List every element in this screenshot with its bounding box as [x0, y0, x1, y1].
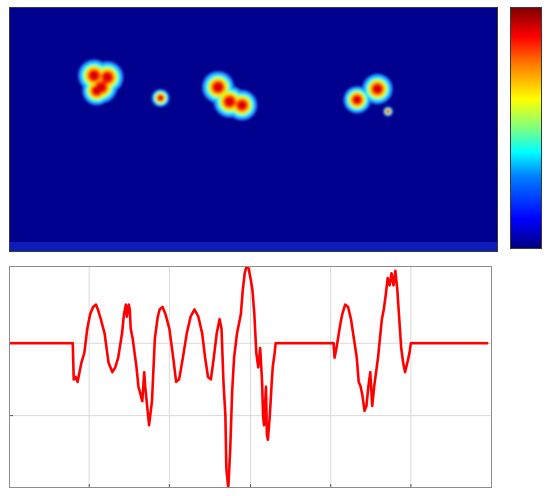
heatmap-spot [93, 87, 100, 94]
heatmap-spot [158, 96, 163, 100]
heatmap-bottom-edge [10, 242, 497, 251]
grid-lines [9, 266, 492, 488]
heatmap-spot [103, 73, 111, 81]
heatmap-spot [238, 101, 246, 109]
signal-plot-frame [9, 266, 492, 488]
heatmap-panel [9, 7, 498, 252]
heatmap-edge-band [10, 242, 497, 251]
colorbar [510, 7, 542, 249]
signal-panel [9, 266, 492, 488]
heatmap-spot [226, 98, 234, 106]
signal-series-line [9, 266, 489, 488]
heatmap-spot [387, 110, 390, 113]
heatmap-spot [374, 85, 381, 93]
heatmap-spot [97, 83, 105, 91]
heatmap-spot [354, 96, 361, 103]
signal-line-chart [9, 266, 492, 488]
heatmap-spot [214, 83, 222, 91]
heatmap-spots [78, 59, 393, 121]
heatmap-plot [10, 59, 497, 251]
heatmap-spot [90, 71, 98, 80]
